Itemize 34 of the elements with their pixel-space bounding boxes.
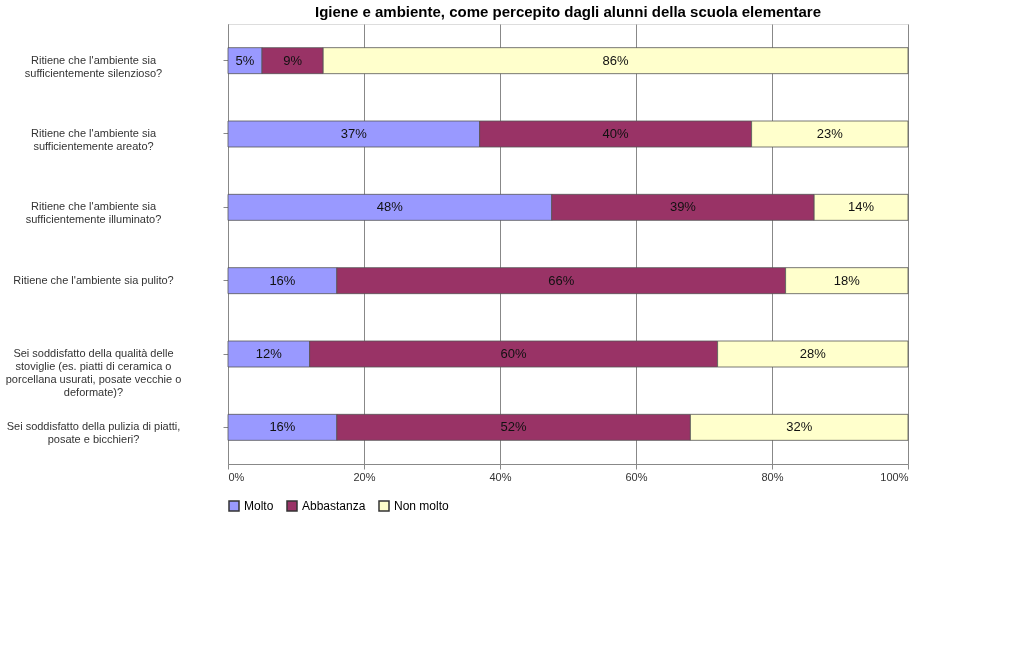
x-tick-label: 40% (489, 470, 512, 483)
legend-label: Molto (244, 499, 274, 513)
x-tick-label: 0% (228, 470, 245, 483)
x-tick-label: 60% (625, 470, 648, 483)
text: 5% (235, 52, 255, 68)
text: 32% (786, 419, 813, 435)
text: 52% (500, 419, 527, 435)
legend-label: Abbastanza (302, 499, 366, 513)
text: 39% (669, 199, 696, 215)
x-tick-label: 100% (880, 470, 909, 483)
text: 37% (340, 126, 367, 141)
text: 60% (500, 346, 527, 361)
text: 9% (283, 52, 302, 68)
text: 14% (848, 199, 875, 215)
text: 66% (548, 272, 575, 288)
x-tick-label: 20% (353, 470, 376, 483)
legend-label: Non molto (394, 499, 450, 513)
y-tick-label: Ritiene che l'ambiente sia pulito? (13, 273, 174, 286)
text: 28% (799, 346, 826, 361)
y-tick-label: Ritiene che l'ambiente sia sufficientemente illuminato? (25, 200, 162, 226)
text: 86% (602, 52, 629, 68)
y-tick-label: Sei soddisfatto della pulizia di piatti, posate e bicchieri? (6, 420, 181, 446)
y-tick-label: Sei soddisfatto della qualità delle stoviglie (es. piatti di ceramica o porcellana usurati, posate vecchie o deformate)? (5, 347, 182, 398)
chart-title: Igiene e ambiente, come percepito dagli alunni della scuola elementare (315, 3, 821, 20)
text: 23% (816, 126, 843, 141)
y-tick-label: Ritiene che l'ambiente sia sufficientemente areato? (30, 127, 157, 152)
text: 48% (376, 199, 403, 215)
text: 16% (269, 419, 296, 435)
x-tick-label: 80% (761, 470, 784, 483)
text: 40% (602, 126, 629, 141)
text: 18% (833, 272, 860, 288)
text: 12% (255, 346, 282, 361)
text: 16% (269, 272, 296, 288)
y-tick-label: Ritiene che l'ambiente sia sufficientemente silenzioso? (24, 53, 163, 79)
